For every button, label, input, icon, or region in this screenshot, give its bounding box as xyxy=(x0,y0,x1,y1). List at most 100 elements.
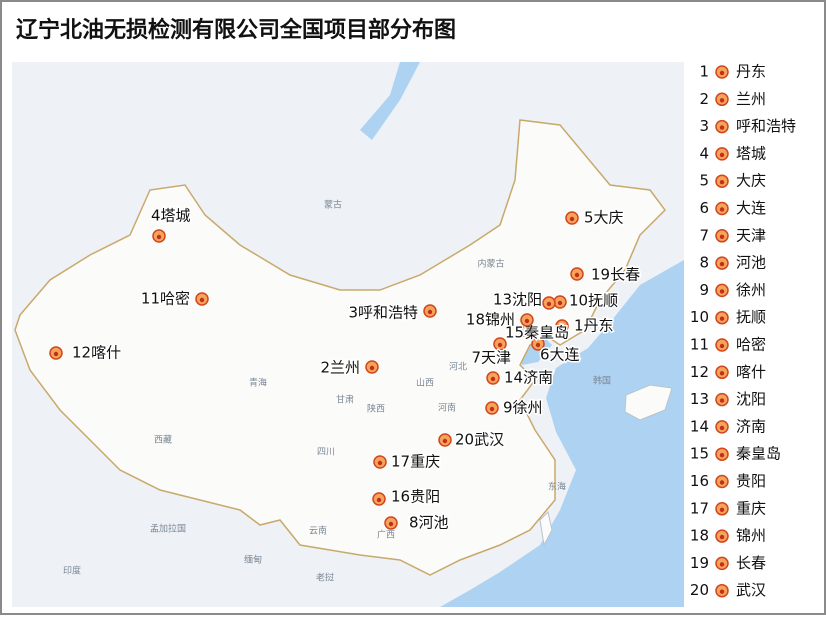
project-marker: 1丹东 xyxy=(555,315,615,336)
legend-name: 丹东 xyxy=(736,63,766,81)
base-map-label: 四川 xyxy=(317,448,335,458)
legend-item: 14 济南 xyxy=(690,417,766,435)
marker-core xyxy=(719,562,725,567)
legend-number: 10 xyxy=(690,308,709,326)
legend-name: 重庆 xyxy=(736,499,766,517)
project-marker: 20武汉 xyxy=(438,429,506,450)
marker-core xyxy=(719,316,725,321)
legend-name: 抚顺 xyxy=(736,308,766,326)
project-marker: 11哈密 xyxy=(139,288,209,309)
marker-core xyxy=(559,324,565,330)
marker-core xyxy=(719,180,725,185)
project-map-label: 12喀什 xyxy=(72,344,121,362)
marker-core xyxy=(719,70,725,76)
project-marker: 17重庆 xyxy=(373,451,442,472)
map xyxy=(12,62,684,607)
legend-number: 1 xyxy=(699,63,709,81)
legend-item: 13 沈阳 xyxy=(690,390,766,408)
marker-core xyxy=(719,207,725,212)
marker-core xyxy=(719,425,725,431)
legend-name: 秦皇岛 xyxy=(736,445,781,463)
legend-name: 锦州 xyxy=(736,527,766,545)
legend-name: 徐州 xyxy=(736,281,766,299)
marker-core xyxy=(369,365,375,371)
legend-item: 17 重庆 xyxy=(690,499,766,517)
project-marker: 8河池 xyxy=(384,512,450,533)
legend-number: 9 xyxy=(699,281,709,299)
project-map-label: 6大连 xyxy=(540,346,580,364)
legend-number: 16 xyxy=(690,472,709,490)
marker-core xyxy=(719,261,725,267)
project-map-label: 15秦皇岛 xyxy=(505,324,569,342)
legend-item: 11 哈密 xyxy=(690,336,766,354)
base-map-label: 山西 xyxy=(416,378,434,389)
legend-name: 呼和浩特 xyxy=(736,117,796,135)
project-map-label: 4塔城 xyxy=(151,207,191,225)
legend-item: 18 锦州 xyxy=(690,527,766,545)
base-map-label: 蒙古 xyxy=(324,199,342,211)
project-marker: 7天津 xyxy=(470,337,513,368)
marker-core xyxy=(719,371,725,376)
project-map-label: 5大庆 xyxy=(584,209,624,227)
legend-item: 6 大连 xyxy=(699,199,766,217)
legend-name: 天津 xyxy=(736,226,766,244)
legend-number: 18 xyxy=(690,527,709,545)
legend-number: 17 xyxy=(690,499,709,517)
legend-number: 15 xyxy=(690,445,709,463)
base-map-label: 孟加拉国 xyxy=(150,523,186,535)
marker-core xyxy=(199,297,205,303)
marker-core xyxy=(719,125,725,130)
legend-item: 12 喀什 xyxy=(690,363,766,381)
legend-name: 长春 xyxy=(736,554,766,572)
project-marker: 19长春 xyxy=(570,264,642,285)
marker-core xyxy=(719,152,725,158)
marker-core xyxy=(388,521,394,527)
marker-core xyxy=(524,330,530,336)
legend-name: 沈阳 xyxy=(736,390,766,408)
legend-item: 16 贵阳 xyxy=(690,472,766,490)
japan-island xyxy=(624,384,673,421)
legend-item: 4 塔城 xyxy=(699,144,766,162)
legend-number: 13 xyxy=(690,390,709,408)
marker-core xyxy=(557,300,563,306)
project-map-label: 7天津 xyxy=(471,349,511,367)
project-map-label: 1丹东 xyxy=(574,317,614,335)
base-map-label: 老挝 xyxy=(316,572,334,584)
legend-item: 9 徐州 xyxy=(699,281,766,299)
legend-item: 15 秦皇岛 xyxy=(690,445,781,463)
legend-name: 武汉 xyxy=(736,581,766,599)
legend-number: 5 xyxy=(699,172,709,190)
project-marker: 13沈阳 xyxy=(491,289,556,310)
lake xyxy=(360,62,420,140)
project-marker: 12喀什 xyxy=(49,342,123,363)
legend-item: 5 大庆 xyxy=(699,172,766,190)
project-marker: 3呼和浩特 xyxy=(347,302,437,323)
marker-core xyxy=(546,301,552,307)
marker-core xyxy=(569,216,575,222)
legend-number: 20 xyxy=(690,581,709,599)
marker-core xyxy=(376,497,382,503)
legend-name: 喀什 xyxy=(736,363,766,381)
legend-number: 6 xyxy=(699,199,709,217)
marker-core xyxy=(156,234,162,240)
base-map-label: 河北 xyxy=(449,361,467,373)
marker-core xyxy=(719,480,725,485)
project-marker: 9徐州 xyxy=(485,397,544,418)
base-map-label: 西藏 xyxy=(154,434,172,446)
legend-item: 3 呼和浩特 xyxy=(699,117,796,135)
project-marker: 2兰州 xyxy=(319,357,379,378)
base-map-label: 陕西 xyxy=(367,403,385,415)
marker-core xyxy=(719,98,725,103)
marker-core xyxy=(719,507,725,512)
legend-item: 1 丹东 xyxy=(699,63,766,81)
marker-core xyxy=(719,343,725,349)
marker-core xyxy=(490,376,496,382)
project-map-label: 3呼和浩特 xyxy=(348,304,418,322)
legend-number: 4 xyxy=(699,144,709,162)
marker-core xyxy=(497,342,503,348)
base-map-label: 内蒙古 xyxy=(477,258,504,270)
legend: 1 丹东 2 兰州 3 呼和浩特 4 塔城 5 大庆 6 大连 7 天津 8 河池 9 徐州 10 抚顺 11 哈密 12 喀… xyxy=(690,63,796,600)
project-map-label: 11哈密 xyxy=(141,290,190,308)
legend-item: 10 抚顺 xyxy=(690,308,766,326)
